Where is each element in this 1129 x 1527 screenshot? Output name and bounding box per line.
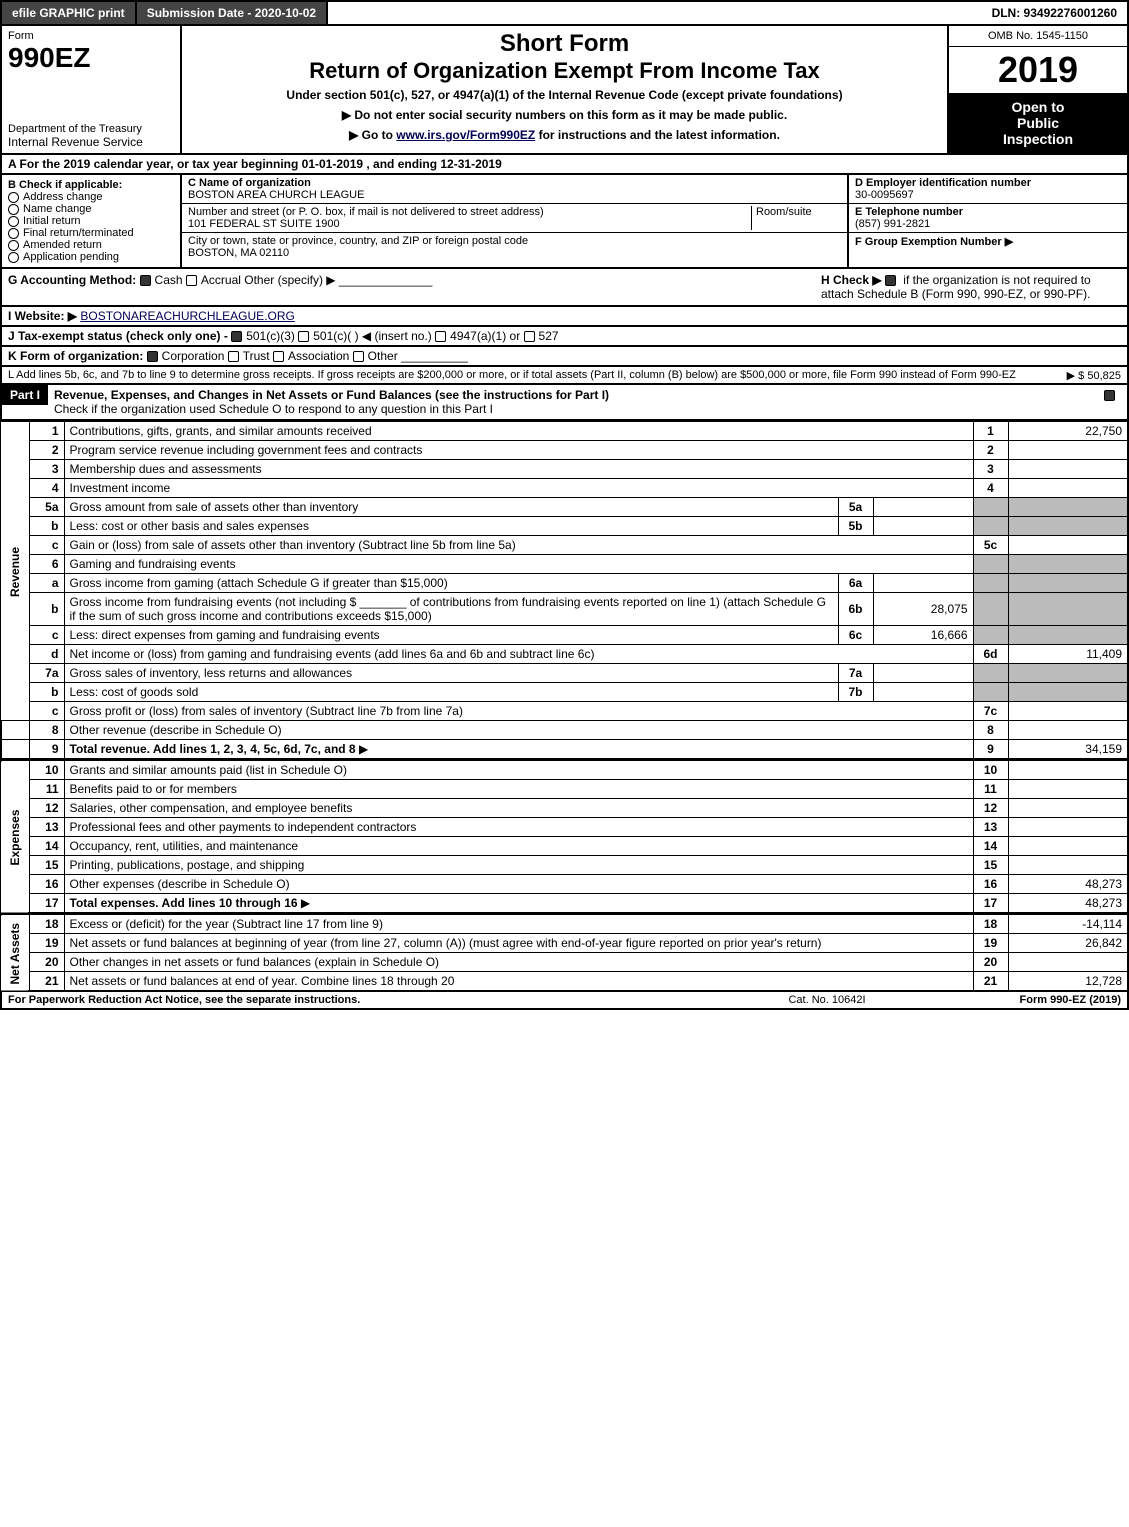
- org-address: 101 FEDERAL ST SUITE 1900: [188, 218, 751, 230]
- c-name-label: C Name of organization: [188, 177, 841, 189]
- revenue-side-label: Revenue: [1, 422, 29, 721]
- chk-application-pending[interactable]: Application pending: [8, 251, 174, 263]
- irs-link[interactable]: www.irs.gov/Form990EZ: [396, 128, 535, 142]
- d-ein-label: D Employer identification number: [855, 177, 1121, 189]
- form-header: Form 990EZ Department of the Treasury In…: [0, 26, 1129, 155]
- chk-name-change[interactable]: Name change: [8, 203, 174, 215]
- tax-year: 2019: [949, 47, 1127, 93]
- dln-label: DLN: 93492276001260: [982, 2, 1127, 24]
- chk-initial-return[interactable]: Initial return: [8, 215, 174, 227]
- netassets-table: Net Assets 18Excess or (deficit) for the…: [0, 914, 1129, 992]
- submission-date-button[interactable]: Submission Date - 2020-10-02: [137, 2, 328, 24]
- chk-trust[interactable]: [228, 351, 239, 362]
- chk-association[interactable]: [273, 351, 284, 362]
- line16-value: 48,273: [1008, 875, 1128, 894]
- ssn-notice: ▶ Do not enter social security numbers o…: [190, 108, 939, 122]
- row-i-website: I Website: ▶ BOSTONAREACHURCHLEAGUE.ORG: [0, 307, 1129, 327]
- chk-h[interactable]: [885, 275, 896, 286]
- tax-year-row: A For the 2019 calendar year, or tax yea…: [0, 155, 1129, 175]
- code-subtitle: Under section 501(c), 527, or 4947(a)(1)…: [190, 88, 939, 102]
- gross-receipts-amount: ▶ $ 50,825: [1067, 369, 1121, 382]
- chk-other-org[interactable]: [353, 351, 364, 362]
- org-name: BOSTON AREA CHURCH LEAGUE: [188, 189, 841, 201]
- chk-address-change[interactable]: Address change: [8, 191, 174, 203]
- revenue-table: Revenue 1 Contributions, gifts, grants, …: [0, 421, 1129, 760]
- part1-title: Revenue, Expenses, and Changes in Net As…: [54, 388, 609, 402]
- line6b-value: 28,075: [873, 593, 973, 626]
- omb-number: OMB No. 1545-1150: [949, 26, 1127, 47]
- section-c: C Name of organization BOSTON AREA CHURC…: [182, 175, 847, 267]
- addr-label: Number and street (or P. O. box, if mail…: [188, 206, 751, 218]
- row-l-gross: L Add lines 5b, 6c, and 7b to line 9 to …: [0, 367, 1129, 385]
- expenses-side-label: Expenses: [1, 761, 29, 914]
- h-label: H Check ▶: [821, 273, 882, 287]
- f-group-label: F Group Exemption Number ▶: [855, 235, 1121, 248]
- org-city: BOSTON, MA 02110: [188, 247, 841, 259]
- top-bar: efile GRAPHIC print Submission Date - 20…: [0, 0, 1129, 26]
- short-form-title: Short Form: [190, 30, 939, 58]
- line18-value: -14,114: [1008, 915, 1128, 934]
- open-inspection-badge: Open toPublicInspection: [949, 93, 1127, 153]
- part1-label: Part I: [2, 385, 48, 405]
- efile-print-button[interactable]: efile GRAPHIC print: [2, 2, 137, 24]
- chk-final-return[interactable]: Final return/terminated: [8, 227, 174, 239]
- footer-row: For Paperwork Reduction Act Notice, see …: [0, 992, 1129, 1010]
- chk-corporation[interactable]: [147, 351, 158, 362]
- cat-no: Cat. No. 10642I: [727, 992, 927, 1008]
- website-link[interactable]: BOSTONAREACHURCHLEAGUE.ORG: [80, 309, 294, 323]
- chk-amended-return[interactable]: Amended return: [8, 239, 174, 251]
- city-label: City or town, state or province, country…: [188, 235, 841, 247]
- paperwork-notice: For Paperwork Reduction Act Notice, see …: [2, 992, 727, 1008]
- e-phone-label: E Telephone number: [855, 206, 1121, 218]
- line9-value: 34,159: [1008, 740, 1128, 760]
- line6d-value: 11,409: [1008, 645, 1128, 664]
- section-b-title: B Check if applicable:: [8, 179, 174, 191]
- line17-value: 48,273: [1008, 894, 1128, 914]
- section-b: B Check if applicable: Address change Na…: [2, 175, 182, 267]
- dept-irs: Internal Revenue Service: [8, 135, 174, 149]
- chk-part1-scheduleO[interactable]: [1104, 390, 1115, 401]
- chk-accrual[interactable]: [186, 275, 197, 286]
- g-label: G Accounting Method:: [8, 273, 136, 287]
- line6c-value: 16,666: [873, 626, 973, 645]
- chk-501c3[interactable]: [231, 331, 242, 342]
- row-g-h: G Accounting Method: Cash Accrual Other …: [0, 269, 1129, 307]
- room-label: Room/suite: [751, 206, 841, 230]
- chk-cash[interactable]: [140, 275, 151, 286]
- form-ref: Form 990-EZ (2019): [927, 992, 1127, 1008]
- chk-501c[interactable]: [298, 331, 309, 342]
- form-label: Form: [8, 30, 174, 42]
- line21-value: 12,728: [1008, 972, 1128, 992]
- row-j-taxexempt: J Tax-exempt status (check only one) - 5…: [0, 327, 1129, 347]
- line19-value: 26,842: [1008, 934, 1128, 953]
- org-info-grid: B Check if applicable: Address change Na…: [0, 175, 1129, 269]
- section-de: D Employer identification number 30-0095…: [847, 175, 1127, 267]
- row-k-formorg: K Form of organization: Corporation Trus…: [0, 347, 1129, 367]
- dept-treasury: Department of the Treasury: [8, 123, 174, 135]
- line1-value: 22,750: [1008, 422, 1128, 441]
- part1-header-row: Part I Revenue, Expenses, and Changes in…: [0, 385, 1129, 421]
- return-title: Return of Organization Exempt From Incom…: [190, 58, 939, 84]
- chk-527[interactable]: [524, 331, 535, 342]
- chk-4947[interactable]: [435, 331, 446, 342]
- org-ein: 30-0095697: [855, 189, 1121, 201]
- netassets-side-label: Net Assets: [1, 915, 29, 992]
- expenses-table: Expenses 10Grants and similar amounts pa…: [0, 760, 1129, 914]
- org-phone: (857) 991-2821: [855, 218, 1121, 230]
- goto-notice: ▶ Go to www.irs.gov/Form990EZ for instru…: [190, 128, 939, 142]
- part1-check-note: Check if the organization used Schedule …: [54, 402, 493, 416]
- form-number: 990EZ: [8, 42, 174, 74]
